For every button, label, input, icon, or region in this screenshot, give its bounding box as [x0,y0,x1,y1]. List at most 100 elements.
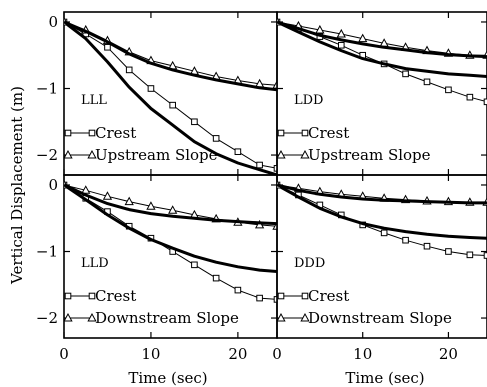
x-tick-label: 10 [141,345,160,363]
y-tick-label: 0 [48,13,58,31]
data-point-triangle [272,80,277,89]
data-point-square [234,148,242,156]
data-point-square [212,274,220,282]
x-axis-label-right: Time (sec) [345,369,424,387]
data-point-square [445,86,452,94]
data-point-square [402,236,409,244]
legend-marker-square [88,292,96,300]
legend-marker-square [88,129,96,137]
data-point-square [273,296,277,303]
legend-marker-square [277,292,285,300]
plot-area [277,179,487,259]
data-point-triangle [124,196,134,206]
series-line-upstream-slope-uncentrifuged [277,20,487,59]
legend-marker-square [301,292,309,300]
legend-marker-triangle [87,149,97,159]
panel-frame [276,174,487,339]
legend-label: Downstream Slope [308,309,452,327]
y-tick-label: −1 [36,243,58,261]
y-axis-label: Vertical Displacement (m) [8,86,26,285]
legend-label: Crest [308,124,349,142]
data-point-square [423,242,431,250]
x-tick-label: 10 [353,345,372,363]
panel-ddd: 0 10 20 DDD Crest Downstream Slope [272,174,487,363]
legend-marker-triangle [63,149,73,159]
data-point-square [191,261,198,269]
data-point-square [147,85,155,92]
series-line-downstream-slope-uncentrifuged [277,183,487,205]
panel-lll: 0 −1 −2 LLL Crest Upstream Slope [36,11,278,176]
series-line-downstream-slope-uncentrifuged [64,183,277,226]
series-line-crest [277,184,487,256]
legend-marker-triangle [276,312,286,322]
data-point-triangle [315,24,325,34]
data-point-triangle [272,221,277,230]
data-point-square [125,66,133,74]
panel-label: LDD [294,93,323,108]
panel-label: LLD [81,256,109,271]
legend-marker-triangle [87,312,97,322]
legend-marker-square [301,129,309,137]
series-line-crest-uncentrifuged [277,20,487,78]
panel-label: LLL [81,93,107,108]
data-point-square [191,118,198,126]
series-line-crest-uncentrifuged [64,183,277,273]
data-point-square [380,229,388,237]
series-line-crest-uncentrifuged [277,183,487,240]
legend-label: Crest [95,287,136,305]
legend-marker-square [277,129,285,137]
x-axis-label-left: Time (sec) [128,369,207,387]
panel-label: DDD [294,256,325,271]
data-point-square [104,43,111,51]
series-line-upstream-slope [277,21,487,56]
series-line-upstream-slope [64,21,277,86]
x-tick-label: 20 [439,345,458,363]
y-tick-label: −2 [36,146,58,164]
data-point-triangle [146,201,156,210]
data-point-square [483,98,487,106]
x-tick-label: 20 [228,345,247,363]
data-point-square [483,252,487,259]
data-point-square [212,135,220,142]
data-point-square [466,93,474,101]
data-point-triangle [102,191,113,200]
data-point-triangle [358,33,368,43]
legend-marker-triangle [300,149,310,159]
series-line-crest [64,184,277,300]
data-point-square [466,251,474,259]
x-tick-label: 0 [59,345,69,363]
legend-marker-triangle [276,149,286,159]
legend-label: Downstream Slope [95,309,239,327]
plot-area [64,16,277,175]
legend-marker-square [64,129,72,137]
data-point-square [423,78,431,86]
legend-label: Crest [308,287,349,305]
y-tick-label: 0 [48,176,58,194]
legend-label: Crest [95,124,136,142]
legend-label: Upstream Slope [95,146,218,164]
panel-ldd: LDD Crest Upstream Slope [276,11,487,176]
data-point-square [256,294,263,302]
data-point-triangle [336,28,346,38]
y-tick-label: −1 [36,80,58,98]
data-point-square [256,161,263,169]
y-tick-label: −2 [36,309,58,327]
data-point-square [402,70,409,78]
plot-area [277,16,487,106]
data-point-square [234,286,242,294]
plot-area [64,179,277,303]
data-point-square [273,165,277,172]
x-tick-label: 0 [272,345,282,363]
data-point-square [169,101,176,109]
data-point-triangle [168,205,178,214]
legend-marker-triangle [300,312,310,322]
data-point-square [445,248,452,255]
series-line-crest-uncentrifuged [64,20,277,175]
panels-group: 0 −1 −2 LLL Crest Upstream Slope LDD Crest Upstr… [36,11,487,363]
legend-marker-square [64,292,72,300]
data-point-triangle [81,185,91,194]
legend-label: Upstream Slope [308,146,431,164]
series-line-upstream-slope-uncentrifuged [64,20,277,92]
